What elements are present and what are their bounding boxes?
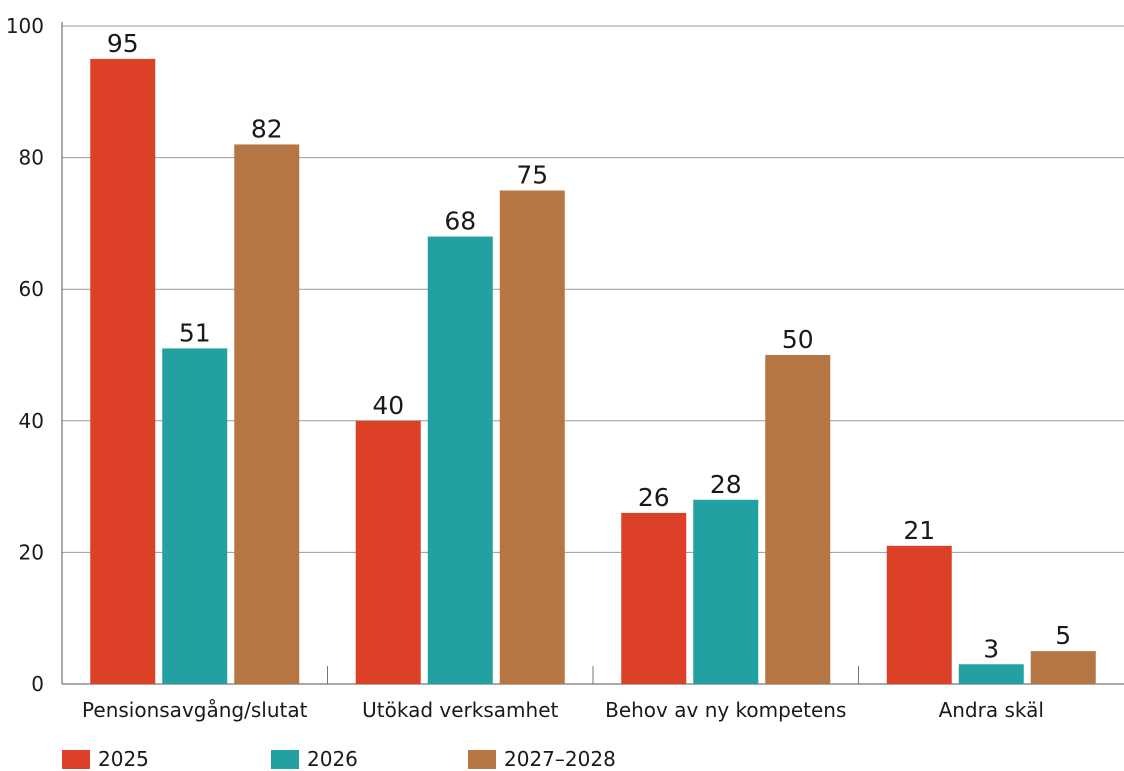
x-tick-label-2: Utökad verksamhet	[362, 698, 558, 722]
data-label-2026-3: 28	[710, 470, 742, 499]
bar-2025-2	[355, 420, 421, 684]
data-label-2026-2: 68	[444, 207, 476, 236]
data-label-2025-2: 40	[372, 391, 404, 420]
bar-2027–2028-3	[765, 355, 831, 684]
legend-label-2025: 2025	[98, 747, 149, 771]
y-tick-label-20: 20	[19, 540, 44, 564]
legend-swatch-2025	[62, 749, 90, 769]
legend-label-2027-2028: 2027–2028	[504, 747, 616, 771]
bar-2026-3	[693, 499, 759, 684]
data-label-2025-4: 21	[903, 516, 935, 545]
data-label-2026-1: 51	[179, 318, 211, 347]
data-label-2027–2028-3: 50	[782, 325, 814, 354]
legend-swatch-2027-2028	[468, 749, 496, 769]
bar-2026-2	[427, 236, 493, 684]
x-tick-label-1: Pensionsavgång/slutat	[82, 698, 308, 722]
y-tick-label-0: 0	[31, 672, 44, 696]
data-label-2026-4: 3	[983, 634, 999, 663]
data-label-2025-3: 26	[638, 483, 670, 512]
bar-2025-1	[90, 58, 156, 684]
y-tick-label-40: 40	[19, 409, 44, 433]
bar-2027–2028-2	[499, 190, 565, 684]
x-tick-label-3: Behov av ny kompetens	[605, 698, 846, 722]
legend: 2025 2026 2027–2028	[62, 748, 1062, 770]
data-label-2027–2028-1: 82	[251, 114, 283, 143]
legend-item-2026: 2026	[271, 748, 358, 770]
y-tick-label-100: 100	[6, 14, 44, 38]
data-label-2027–2028-2: 75	[516, 161, 548, 190]
legend-item-2027-2028: 2027–2028	[468, 748, 616, 770]
legend-label-2026: 2026	[307, 747, 358, 771]
legend-item-2025: 2025	[62, 748, 149, 770]
x-tick-label-4: Andra skäl	[939, 698, 1044, 722]
data-label-2025-1: 95	[107, 29, 139, 58]
bar-2026-4	[958, 664, 1024, 684]
y-tick-label-80: 80	[19, 146, 44, 170]
bar-chart: 0 20 40 60 80 100 95 51 82 Pensionsavgång/slutat 4…	[6, 14, 1124, 722]
bar-2025-4	[886, 545, 952, 684]
bar-2027–2028-4	[1030, 651, 1096, 684]
y-tick-label-60: 60	[19, 277, 44, 301]
bar-2026-1	[162, 348, 228, 684]
data-label-2027–2028-4: 5	[1055, 621, 1071, 650]
bar-2025-3	[621, 512, 687, 684]
legend-swatch-2026	[271, 749, 299, 769]
bar-2027–2028-1	[234, 144, 300, 684]
